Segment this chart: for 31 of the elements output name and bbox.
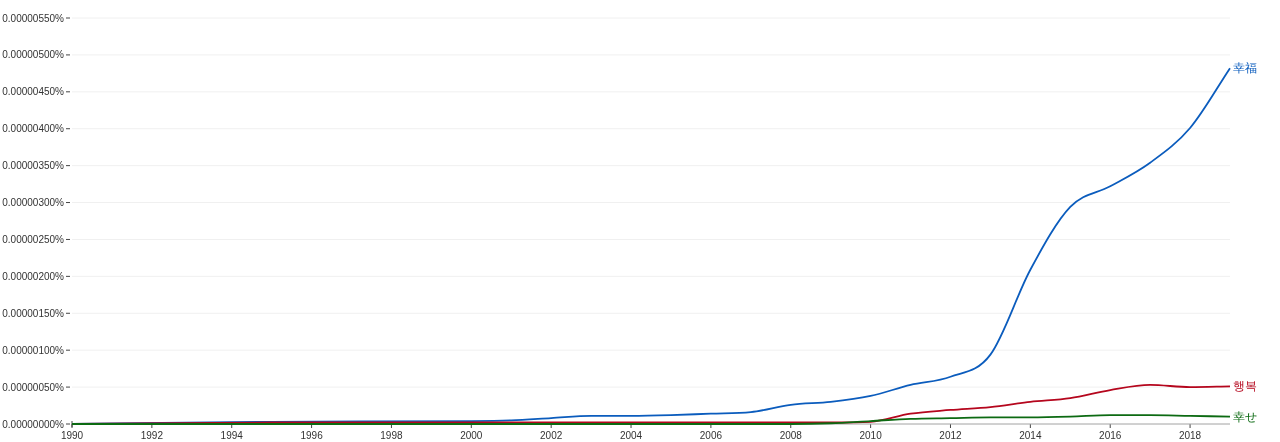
y-tick-label: 0.00000150% — [2, 307, 65, 319]
y-tick-label: 0.00000200% — [2, 270, 65, 282]
y-tick-label: 0.00000400% — [2, 123, 65, 135]
series-label: 행복 — [1233, 379, 1257, 394]
x-tick-label: 2000 — [460, 430, 483, 441]
y-tick-label: 0.00000500% — [2, 49, 65, 61]
x-tick-label: 1994 — [220, 430, 244, 441]
x-tick-label: 2008 — [779, 430, 803, 441]
x-tick-label: 2004 — [619, 430, 643, 441]
line-series — [71, 414, 1231, 425]
x-tick-label: 1996 — [300, 430, 324, 441]
x-tick-label: 1990 — [60, 430, 84, 441]
x-tick-label: 2014 — [1019, 430, 1042, 441]
x-tick-label: 2010 — [859, 430, 883, 441]
y-tick-label: 0.00000350% — [2, 160, 65, 172]
series-label: 幸せ — [1233, 409, 1257, 424]
y-tick-label: 0.00000450% — [2, 86, 65, 98]
y-tick-label: 0.00000100% — [2, 344, 65, 356]
x-tick-label: 2016 — [1099, 430, 1122, 441]
x-tick-label: 2006 — [699, 430, 723, 441]
x-tick-label: 2012 — [939, 430, 963, 441]
y-tick-label: 0.00000300% — [2, 197, 65, 209]
y-tick-label: 0.00000550% — [2, 12, 65, 24]
x-tick-label: 1998 — [380, 430, 404, 441]
y-tick-label: 0.00000250% — [2, 233, 65, 245]
y-tick-label: 0.00000000% — [2, 418, 65, 430]
x-tick-label: 1992 — [140, 430, 164, 441]
x-tick-label: 2002 — [540, 430, 563, 441]
y-tick-label: 0.00000050% — [2, 381, 65, 393]
series-label: 幸福 — [1233, 61, 1257, 76]
x-tick-label: 2018 — [1178, 430, 1202, 441]
